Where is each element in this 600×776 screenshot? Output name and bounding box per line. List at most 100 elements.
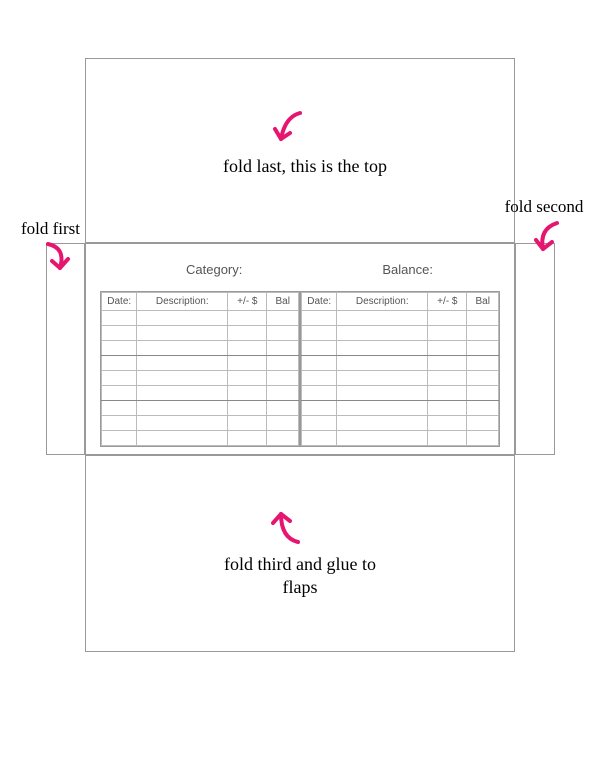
table-cell: [228, 356, 267, 371]
table-cell: [302, 386, 337, 401]
table-cell: [337, 416, 428, 431]
table-cell: [228, 431, 267, 446]
table-cell: [137, 371, 228, 386]
table-cell: [137, 311, 228, 326]
table-cell: [302, 311, 337, 326]
table-cell: [428, 311, 467, 326]
table-cell: [228, 401, 267, 416]
table-cell: [337, 371, 428, 386]
table-cell: [337, 386, 428, 401]
col-date: Date:: [302, 293, 337, 311]
table-cell: [467, 356, 499, 371]
table-cell: [302, 371, 337, 386]
table-cell: [267, 356, 299, 371]
table-cell: [337, 311, 428, 326]
table-cell: [267, 386, 299, 401]
table-cell: [302, 431, 337, 446]
ledger-tables: Date: Description: +/- $ Bal Date: Desc: [96, 291, 504, 447]
col-description: Description:: [337, 293, 428, 311]
table-cell: [267, 311, 299, 326]
left-flap-panel: [46, 243, 85, 455]
table-cell: [137, 416, 228, 431]
table-row: [102, 416, 299, 431]
table-row: [302, 386, 499, 401]
table-cell: [428, 326, 467, 341]
table-cell: [228, 371, 267, 386]
table-cell: [102, 341, 137, 356]
table-cell: [337, 356, 428, 371]
col-amount: +/- $: [428, 293, 467, 311]
table-cell: [302, 416, 337, 431]
table-cell: [137, 341, 228, 356]
category-label: Category:: [186, 262, 242, 277]
table-cell: [337, 326, 428, 341]
label-fold-first: fold first: [13, 218, 88, 240]
table-cell: [137, 386, 228, 401]
table-row: [302, 416, 499, 431]
table-row: [302, 326, 499, 341]
table-cell: [428, 416, 467, 431]
table-row: [102, 431, 299, 446]
table-cell: [137, 326, 228, 341]
table-cell: [428, 401, 467, 416]
table-cell: [267, 416, 299, 431]
table-cell: [428, 386, 467, 401]
table-cell: [337, 431, 428, 446]
table-cell: [467, 311, 499, 326]
table-cell: [102, 416, 137, 431]
table-cell: [337, 401, 428, 416]
ledger-right: Date: Description: +/- $ Bal: [300, 291, 500, 447]
table-cell: [467, 401, 499, 416]
table-cell: [267, 371, 299, 386]
table-right-body: [302, 311, 499, 446]
table-cell: [102, 431, 137, 446]
table-left: Date: Description: +/- $ Bal: [101, 292, 299, 446]
header-row: Category: Balance:: [96, 262, 504, 291]
col-balance: Bal: [467, 293, 499, 311]
table-cell: [467, 371, 499, 386]
col-description: Description:: [137, 293, 228, 311]
table-cell: [428, 341, 467, 356]
table-cell: [428, 371, 467, 386]
table-right: Date: Description: +/- $ Bal: [301, 292, 499, 446]
table-left-body: [102, 311, 299, 446]
table-cell: [228, 386, 267, 401]
table-row: [302, 356, 499, 371]
envelope-template: Category: Balance: Date: Description: +/…: [0, 0, 600, 776]
table-cell: [102, 386, 137, 401]
table-row: [302, 311, 499, 326]
table-cell: [302, 341, 337, 356]
table-cell: [102, 311, 137, 326]
table-cell: [102, 401, 137, 416]
label-fold-bottom: fold third and glue to flaps: [220, 553, 380, 600]
table-cell: [228, 326, 267, 341]
table-cell: [137, 356, 228, 371]
table-cell: [302, 401, 337, 416]
table-cell: [102, 356, 137, 371]
table-cell: [467, 326, 499, 341]
col-balance: Bal: [267, 293, 299, 311]
col-amount: +/- $: [228, 293, 267, 311]
label-fold-second: fold second: [489, 196, 599, 218]
table-cell: [102, 371, 137, 386]
table-row: [302, 341, 499, 356]
table-cell: [428, 431, 467, 446]
table-row: [102, 311, 299, 326]
table-cell: [137, 401, 228, 416]
table-row: [102, 356, 299, 371]
table-row: [102, 386, 299, 401]
table-row: [102, 326, 299, 341]
table-cell: [267, 341, 299, 356]
label-fold-top: fold last, this is the top: [205, 155, 405, 178]
table-row: [102, 371, 299, 386]
table-row: [302, 371, 499, 386]
table-row: [102, 401, 299, 416]
table-cell: [102, 326, 137, 341]
table-cell: [337, 341, 428, 356]
table-cell: [467, 431, 499, 446]
ledger-left: Date: Description: +/- $ Bal: [100, 291, 300, 447]
table-cell: [267, 431, 299, 446]
table-cell: [228, 341, 267, 356]
table-row: [302, 401, 499, 416]
balance-label: Balance:: [382, 262, 433, 277]
